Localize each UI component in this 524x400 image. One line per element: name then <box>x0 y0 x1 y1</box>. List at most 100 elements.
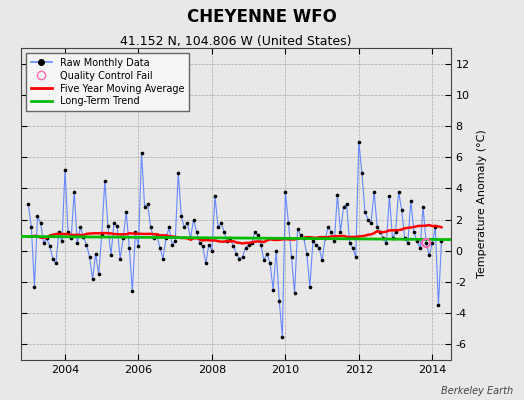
Point <box>309 238 317 245</box>
Point <box>400 235 409 242</box>
Point <box>266 260 274 266</box>
Point <box>202 260 210 266</box>
Point <box>434 302 443 309</box>
Point <box>226 235 234 242</box>
Point <box>361 209 369 215</box>
Point <box>46 243 54 249</box>
Point <box>113 223 121 229</box>
Point <box>413 238 421 245</box>
Point <box>229 243 237 249</box>
Point <box>428 240 436 246</box>
Point <box>165 224 173 230</box>
Point <box>327 229 335 235</box>
Point <box>79 234 88 240</box>
Point <box>54 229 63 235</box>
Point <box>379 235 388 242</box>
Point <box>58 238 66 245</box>
Point <box>101 177 109 184</box>
Point <box>34 213 42 220</box>
Point <box>272 248 280 254</box>
Point <box>263 251 271 257</box>
Title: 41.152 N, 104.806 W (United States): 41.152 N, 104.806 W (United States) <box>120 35 352 48</box>
Legend: Raw Monthly Data, Quality Control Fail, Five Year Moving Average, Long-Term Tren: Raw Monthly Data, Quality Control Fail, … <box>26 53 189 111</box>
Point <box>269 286 277 293</box>
Point <box>293 226 302 232</box>
Point <box>275 298 283 304</box>
Point <box>217 220 225 226</box>
Point <box>437 238 445 245</box>
Point <box>122 209 130 215</box>
Point <box>104 223 112 229</box>
Point <box>89 276 97 282</box>
Point <box>128 288 137 294</box>
Point <box>321 235 330 242</box>
Point <box>223 238 232 245</box>
Point <box>39 240 48 246</box>
Point <box>82 241 91 248</box>
Point <box>211 193 219 199</box>
Point <box>352 254 360 260</box>
Point <box>330 238 339 245</box>
Point <box>214 224 222 230</box>
Point <box>305 284 314 290</box>
Point <box>419 204 427 210</box>
Point <box>27 224 36 230</box>
Point <box>345 240 354 246</box>
Point <box>300 235 308 242</box>
Text: CHEYENNE WFO: CHEYENNE WFO <box>187 8 337 26</box>
Point <box>199 243 207 249</box>
Point <box>183 220 192 226</box>
Point <box>144 201 152 207</box>
Point <box>61 166 69 173</box>
Point <box>388 235 397 242</box>
Point <box>247 240 256 246</box>
Point <box>64 229 72 235</box>
Point <box>342 201 351 207</box>
Point <box>287 254 296 260</box>
Point <box>373 224 381 230</box>
Point <box>195 240 204 246</box>
Point <box>336 229 345 235</box>
Point <box>245 241 253 248</box>
Point <box>147 224 155 230</box>
Point <box>168 241 177 248</box>
Point <box>97 232 106 238</box>
Point <box>312 241 320 248</box>
Point <box>297 232 305 238</box>
Point <box>171 238 179 245</box>
Point <box>91 251 100 257</box>
Point <box>278 333 287 340</box>
Point <box>119 235 127 242</box>
Point <box>94 271 103 278</box>
Point <box>281 188 290 195</box>
Point <box>42 235 51 242</box>
Point <box>395 188 403 195</box>
Point <box>370 188 378 195</box>
Point <box>333 192 342 198</box>
Point <box>260 257 268 263</box>
Point <box>159 255 167 262</box>
Point <box>187 235 195 242</box>
Point <box>257 241 265 248</box>
Point <box>284 220 292 226</box>
Point <box>208 248 216 254</box>
Point <box>220 229 228 235</box>
Point <box>73 240 81 246</box>
Point <box>137 149 146 156</box>
Point <box>235 255 244 262</box>
Point <box>367 220 375 226</box>
Point <box>149 235 158 242</box>
Point <box>232 251 241 257</box>
Point <box>254 232 262 238</box>
Point <box>52 260 60 266</box>
Point <box>324 224 332 230</box>
Point <box>189 216 198 223</box>
Point <box>340 204 348 210</box>
Point <box>131 229 139 235</box>
Point <box>398 207 406 214</box>
Point <box>134 243 143 249</box>
Point <box>205 241 213 248</box>
Point <box>107 252 115 259</box>
Point <box>156 244 164 251</box>
Point <box>422 240 430 246</box>
